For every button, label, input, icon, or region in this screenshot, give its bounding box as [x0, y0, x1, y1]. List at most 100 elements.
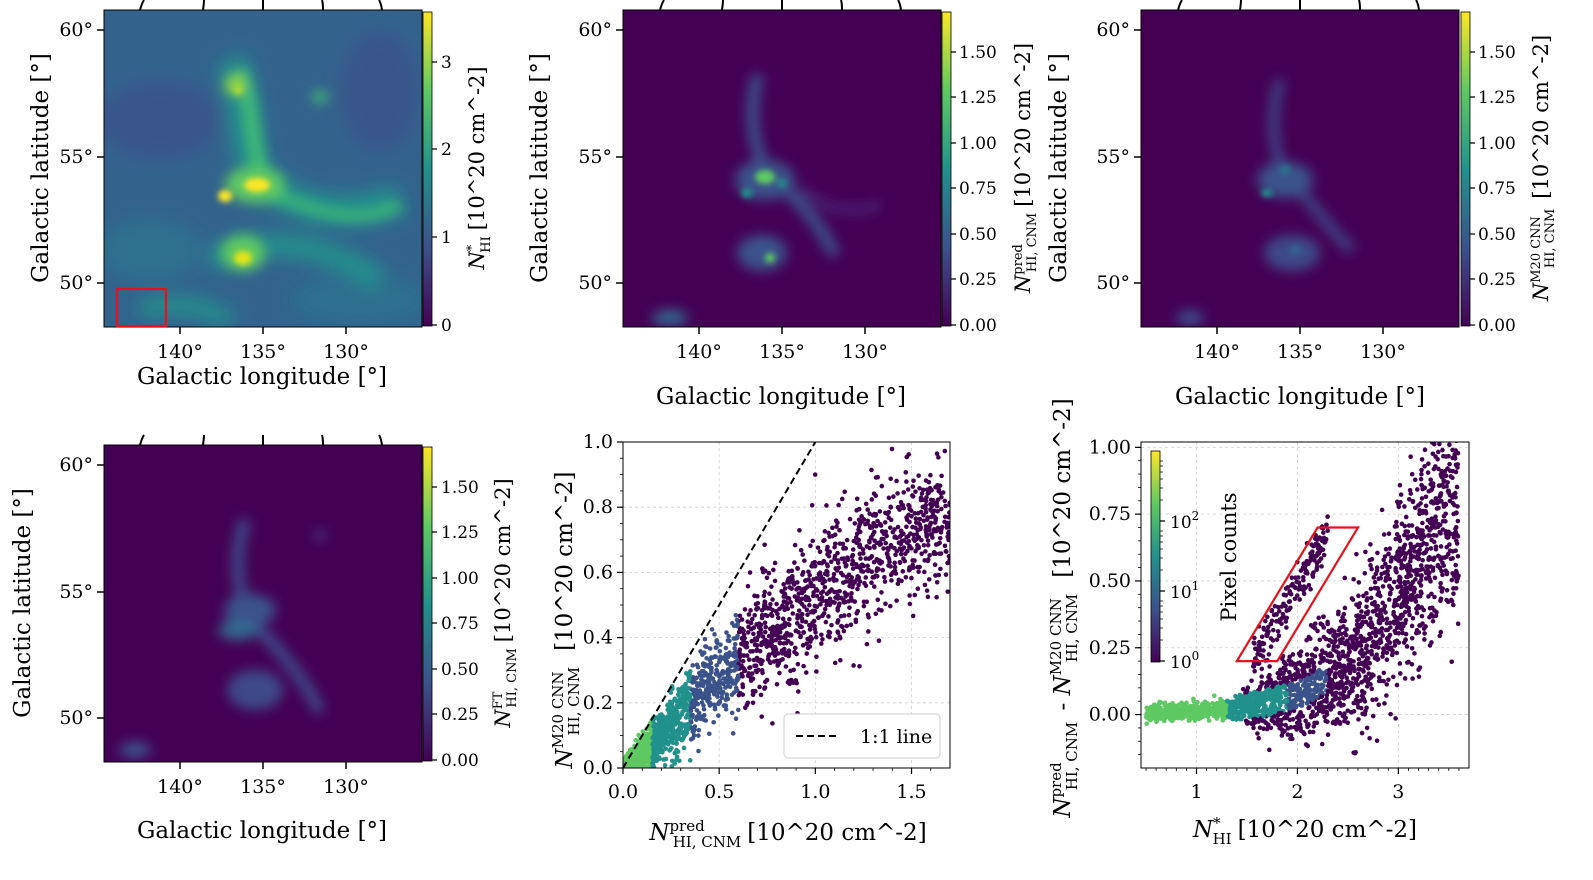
scatter-point — [1380, 654, 1385, 659]
scatter-point — [1343, 666, 1349, 672]
scatter-point — [1403, 514, 1409, 520]
scatter-point — [1380, 564, 1385, 570]
highlight-box — [115, 287, 168, 328]
scatter-point — [706, 731, 712, 737]
scatter-point — [800, 552, 805, 557]
scatter-point — [740, 682, 745, 687]
scatter-point — [871, 575, 877, 580]
scatter-point — [1359, 609, 1364, 614]
scatter-point — [752, 663, 757, 669]
scatter-point — [1290, 677, 1295, 683]
scatter-point — [906, 502, 911, 508]
scatter-point — [885, 511, 890, 517]
scatter-point — [1453, 510, 1459, 516]
scatter-point — [1436, 431, 1441, 436]
scatter-point — [1449, 659, 1454, 665]
scatter-point — [1266, 708, 1272, 714]
scatter-point — [1289, 736, 1295, 742]
scatter-point — [1249, 701, 1255, 706]
scatter-point — [669, 764, 675, 768]
scatter-point — [741, 632, 747, 638]
scatter-point — [676, 693, 682, 698]
scatter-point — [749, 616, 755, 622]
scatter-point — [1443, 531, 1449, 536]
scatter-point — [668, 737, 674, 742]
scatter-point — [1429, 516, 1435, 521]
scatter-point — [801, 630, 806, 635]
scatter-point — [741, 641, 746, 647]
scatter-point — [875, 474, 881, 480]
scatter-point — [1296, 575, 1301, 580]
scatter-point — [1419, 605, 1424, 610]
y-tick-label: 0.00 — [1089, 704, 1131, 726]
x-tick-label: 135° — [240, 776, 286, 798]
scatter-point — [1434, 609, 1439, 615]
scatter-point — [808, 609, 814, 615]
scatter-point — [1256, 735, 1261, 741]
scatter-point — [661, 742, 666, 748]
scatter-point — [685, 690, 690, 696]
scatter-point — [1392, 643, 1398, 648]
scatter-point — [933, 542, 939, 547]
scatter-point — [795, 661, 801, 667]
scatter-point — [1404, 604, 1409, 609]
colorbar-label: NpredHI, CNM[10^20 cm^-2] — [1011, 43, 1040, 294]
scatter-point — [1446, 535, 1451, 540]
scatter-point — [1437, 442, 1442, 447]
scatter-point — [1329, 653, 1335, 659]
scatter-point — [1454, 538, 1459, 544]
scatter-point — [694, 662, 700, 668]
scatter-point — [1276, 675, 1282, 680]
scatter-point — [1452, 413, 1457, 418]
scatter-point — [930, 510, 936, 515]
scatter-point — [1419, 574, 1424, 579]
scatter-point — [1313, 553, 1319, 559]
scatter-point — [946, 537, 950, 543]
colorbar-tick: 1.00 — [1478, 134, 1516, 154]
scatter-point — [888, 476, 893, 482]
scatter-point — [759, 607, 765, 613]
scatter-point — [1365, 649, 1371, 654]
scatter-point — [807, 572, 812, 578]
scatter-point — [1455, 504, 1460, 509]
scatter-point — [841, 545, 846, 550]
scatter-point — [936, 487, 942, 493]
scatter-point — [866, 629, 871, 634]
scatter-point — [753, 638, 758, 643]
scatter-point — [1409, 623, 1415, 629]
scatter-point — [1169, 709, 1175, 715]
scatter-point — [800, 572, 805, 577]
scatter-point — [730, 731, 736, 736]
scatter-point — [1319, 690, 1325, 695]
scatter-point — [1450, 417, 1455, 422]
scatter-point — [1432, 525, 1438, 530]
scatter-point — [814, 669, 819, 674]
scatter-point — [1345, 653, 1351, 658]
panel-cnm-m20-map: 140° 135° 130° Galactic longitude [°] 60… — [1046, 0, 1558, 410]
scatter-point — [1285, 585, 1291, 590]
scatter-point — [1422, 463, 1427, 469]
scatter-point — [928, 472, 933, 478]
scatter-point — [1375, 639, 1381, 645]
scatter-point — [677, 689, 683, 695]
scatter-point — [860, 551, 866, 556]
scatter-point — [1380, 617, 1386, 623]
highlight-polygon — [1234, 526, 1360, 663]
x-tick-label: 135° — [1277, 341, 1323, 363]
scatter-point — [806, 577, 811, 582]
scatter-point — [1331, 647, 1336, 652]
scatter-point — [1270, 627, 1276, 633]
scatter-point — [917, 516, 923, 522]
scatter-point — [816, 560, 822, 566]
scatter-point — [733, 612, 739, 618]
scatter-point — [650, 723, 656, 729]
scatter-point — [869, 497, 875, 502]
scatter-point — [792, 594, 798, 599]
scatter-point — [1335, 644, 1340, 649]
scatter-point — [1325, 658, 1330, 664]
scatter-point — [934, 594, 939, 600]
scatter-point — [1302, 731, 1307, 737]
scatter-point — [1259, 666, 1265, 672]
colorbar-tick: 0.25 — [959, 270, 997, 290]
scatter-point — [1393, 630, 1398, 636]
